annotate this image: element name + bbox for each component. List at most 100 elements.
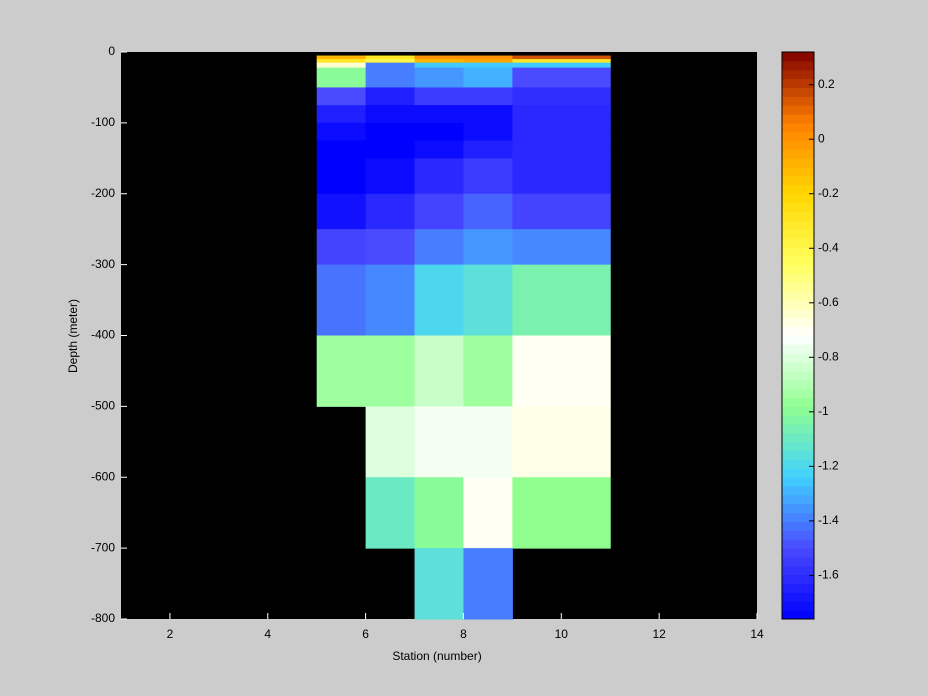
heatmap-cell [463, 548, 513, 620]
heatmap-cell [414, 264, 464, 336]
colorbar-swatch [782, 238, 814, 248]
colorbar-swatch [782, 539, 814, 549]
heatmap-cell [463, 59, 513, 64]
colorbar-swatch [782, 565, 814, 576]
heatmap-cell [414, 55, 464, 60]
colorbar-swatch [782, 105, 814, 115]
colorbar-swatch [782, 158, 814, 168]
colorbar-swatch [782, 87, 814, 97]
heatmap-cell [414, 62, 464, 69]
x-tick-label: 14 [750, 627, 764, 641]
colorbar-swatch [782, 246, 814, 257]
colorbar-swatch [782, 114, 814, 124]
heatmap-cell [463, 158, 513, 195]
heatmap-cell [512, 158, 611, 195]
colorbar-tick-label: 0 [818, 131, 825, 145]
heatmap-cell [316, 87, 367, 106]
colorbar-swatch [782, 122, 814, 133]
heatmap-cell [463, 55, 513, 60]
colorbar-swatch [782, 60, 814, 71]
heatmap-cell [316, 335, 367, 407]
colorbar-swatch [782, 468, 814, 478]
heatmap-cell [414, 87, 464, 106]
colorbar-tick-label: -1 [818, 404, 829, 418]
y-tick-label: -800 [91, 611, 115, 625]
x-axis-label: Station (number) [392, 649, 481, 663]
heatmap-cell [512, 264, 611, 336]
colorbar-swatch [782, 574, 814, 585]
colorbar-tick-label: -0.2 [818, 186, 839, 200]
heatmap-cell [365, 122, 416, 142]
heatmap-cell [463, 406, 513, 478]
heatmap-cell [365, 335, 416, 407]
y-tick-label: -200 [91, 186, 115, 200]
colorbar-swatch [782, 69, 814, 80]
heatmap-cell [512, 67, 611, 88]
heatmap-cell [463, 122, 513, 142]
colorbar-swatch [782, 326, 814, 336]
colorbar-swatch [782, 450, 814, 461]
y-tick-label: 0 [108, 44, 115, 58]
heatmap-cell [316, 193, 367, 230]
heatmap-cell [414, 105, 464, 124]
colorbar-tick-label: -1.4 [818, 513, 839, 527]
x-tick-label: 12 [652, 627, 666, 641]
colorbar-swatch [782, 229, 814, 239]
y-tick-label: -500 [91, 399, 115, 413]
heatmap-cell [463, 193, 513, 230]
heatmap-cell [365, 264, 416, 336]
colorbar-swatch [782, 424, 814, 434]
heatmap-cell [463, 140, 513, 159]
colorbar-swatch [782, 202, 814, 212]
colorbar-swatch [782, 512, 814, 523]
colorbar-swatch [782, 255, 814, 266]
colorbar-swatch [782, 370, 814, 381]
colorbar-swatch [782, 300, 814, 310]
y-tick-label: -100 [91, 115, 115, 129]
heatmap-cell [365, 193, 416, 230]
colorbar-swatch [782, 432, 814, 443]
heatmap-cell [365, 87, 416, 106]
colorbar-swatch [782, 193, 814, 204]
colorbar-swatch [782, 601, 814, 611]
x-tick-label: 10 [555, 627, 569, 641]
heatmap-cell [512, 229, 611, 266]
heatmap-cell [316, 158, 367, 195]
heatmap-cell [365, 406, 416, 478]
heatmap-cell [463, 477, 513, 549]
y-tick-label: -300 [91, 257, 115, 271]
heatmap-cell [316, 67, 367, 88]
colorbar-swatch [782, 415, 814, 425]
colorbar-swatch [782, 335, 814, 345]
colorbar-swatch [782, 282, 814, 292]
heatmap-cell [414, 158, 464, 195]
colorbar-swatch [782, 556, 814, 567]
colorbar-swatch [782, 503, 814, 514]
colorbar-tick-label: -0.4 [818, 240, 839, 254]
heatmap-cell [512, 193, 611, 230]
colorbar-swatch [782, 52, 814, 62]
heatmap-cell [512, 62, 611, 69]
colorbar-swatch [782, 592, 814, 602]
colorbar-swatch [782, 167, 814, 177]
heatmap-cell [512, 87, 611, 106]
heatmap-cell [463, 67, 513, 88]
heatmap-cell [316, 62, 367, 69]
colorbar-swatch [782, 96, 814, 106]
colorbar-tick-label: -0.8 [818, 349, 839, 363]
colorbar-swatch [782, 211, 814, 221]
heatmap-cell [512, 406, 611, 478]
heatmap-cell [512, 55, 611, 60]
heatmap-cell [365, 158, 416, 195]
heatmap-cell [463, 87, 513, 106]
heatmap-cell [512, 140, 611, 159]
colorbar-swatch [782, 486, 814, 496]
heatmap-cell [463, 62, 513, 69]
heatmap-cell [414, 122, 464, 142]
colorbar-swatch [782, 521, 814, 531]
heatmap-cell [414, 140, 464, 159]
y-tick-label: -700 [91, 540, 115, 554]
colorbar-swatch [782, 78, 814, 88]
heatmap-cell [414, 548, 464, 620]
heatmap-cell [512, 122, 611, 142]
